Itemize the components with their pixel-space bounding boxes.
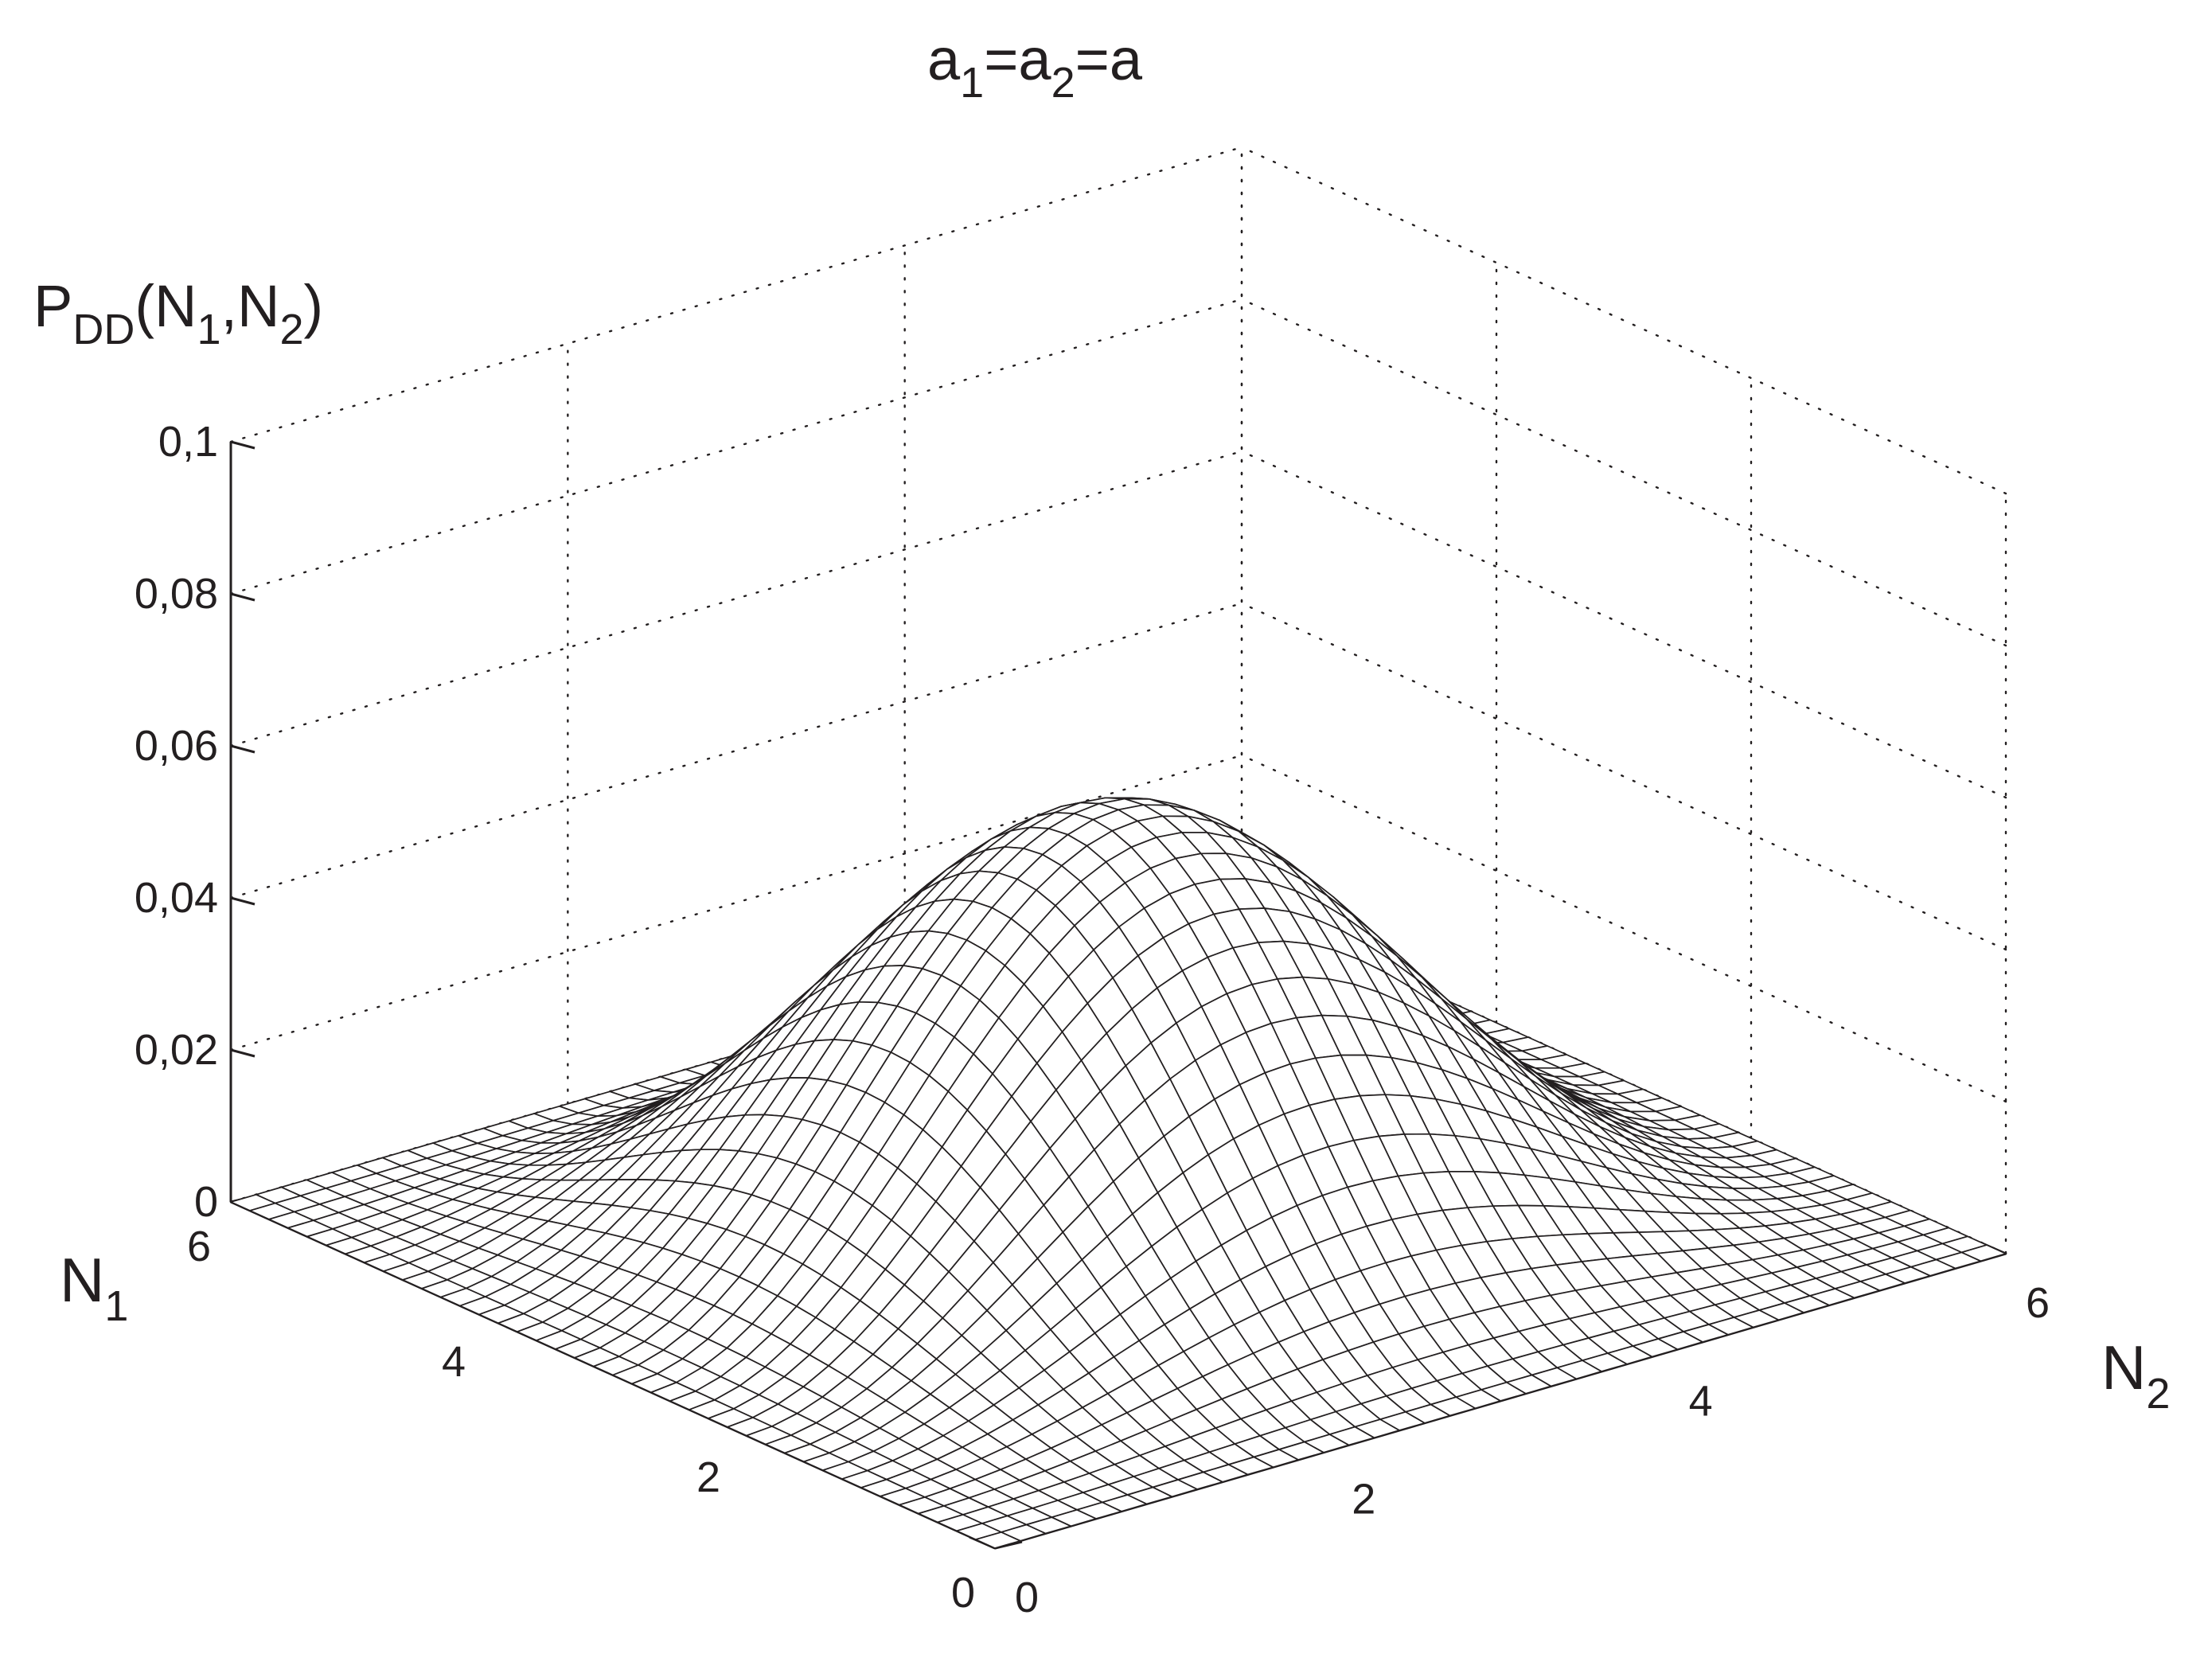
y-tick-label: 2 [696,1453,720,1501]
z-tick [230,744,256,754]
chart-title-eq1: =a [984,26,1051,92]
chart-title-main: a [927,26,961,92]
surface-mesh [230,797,2007,1549]
z-tick-label: 0,02 [135,1026,218,1074]
x-axis-label: N2 [2101,1332,2170,1418]
z-tick-label: 0,06 [135,722,218,770]
x-axis-label-sub: 2 [2146,1370,2170,1418]
z-axis-label-mid2: ,N [221,273,280,339]
grid-line-z-back [229,450,1243,747]
chart-title-eq2: =a [1075,26,1143,92]
z-axis-label: PDD(N1,N2) [33,273,323,353]
z-axis-label-main: P [33,273,72,339]
x-tick-label: 6 [2026,1279,2050,1327]
y-axis-label-sub: 1 [104,1282,128,1330]
z-tick [230,1048,256,1058]
z-tick-label: 0 [194,1178,218,1226]
grid-line-z-back [229,146,1243,443]
z-tick [230,896,256,906]
y-tick-label: 4 [442,1338,466,1386]
z-tick-label: 0,08 [135,570,218,618]
y-axis-label: N1 [60,1245,128,1330]
z-axis-label-mid1: (N [135,273,197,339]
x-axis-label-main: N [2101,1332,2146,1403]
mesh-cell [975,1531,1021,1549]
grid-line-z-right [1240,146,2007,495]
z-tick-label: 0,1 [158,418,218,466]
grid-line-z-right [1240,602,2007,951]
z-tick [230,592,256,602]
chart-title-sub1: 1 [960,59,984,107]
grid-line-z-right [1240,754,2007,1103]
z-axis-label-sub3: 2 [280,306,304,353]
x-tick-label: 0 [1015,1574,1039,1621]
z-axis-label-sub2: 1 [197,306,220,353]
grid-line-z-right [1240,450,2007,799]
chart-title-sub2: 2 [1051,59,1075,107]
x-tick-label: 2 [1352,1476,1375,1524]
grid-line-z-right [1240,298,2007,647]
x-tick-label: 4 [1689,1377,1713,1425]
y-axis-label-main: N [60,1245,104,1315]
z-axis-label-sub1: DD [72,306,135,353]
y-tick-label: 6 [187,1223,211,1270]
z-tick [230,440,256,450]
grid-line-z-back [229,298,1243,595]
chart-title: a1=a2=a [927,26,1143,107]
y-tick-label: 0 [951,1569,975,1617]
z-tick-label: 0,04 [135,874,218,922]
z-axis-label-end: ) [304,273,324,339]
